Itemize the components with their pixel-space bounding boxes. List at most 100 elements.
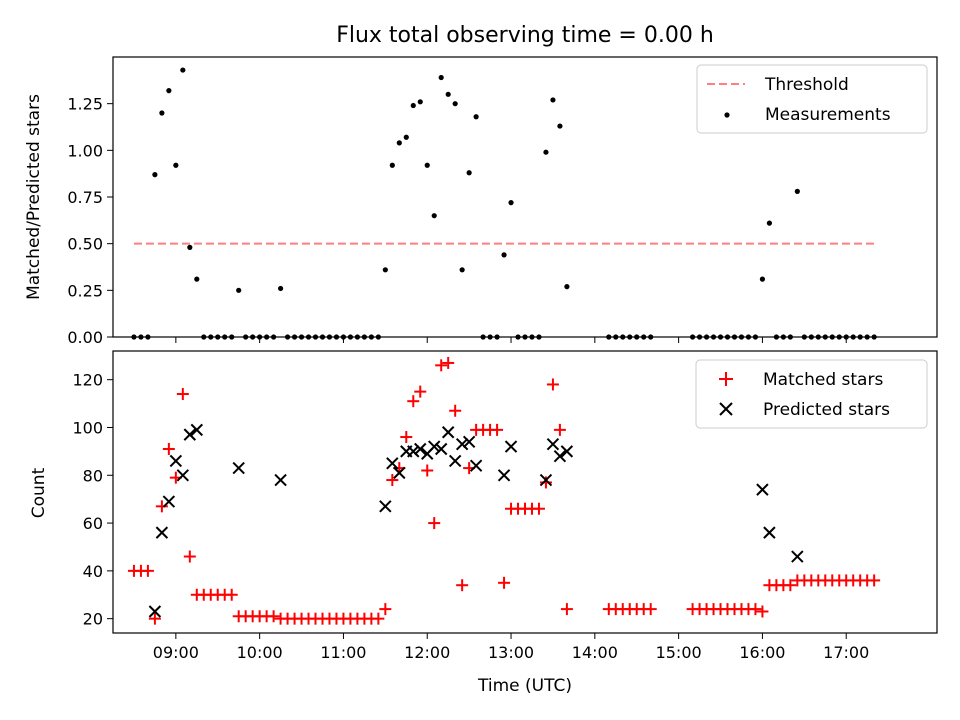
matched-star-point xyxy=(267,610,280,623)
matched-star-point xyxy=(553,423,566,436)
matched-star-point xyxy=(456,579,469,592)
matched-stars-points xyxy=(127,356,881,625)
predicted-star-point xyxy=(169,454,183,468)
matched-star-point xyxy=(428,517,441,530)
legend-measurements-label: Measurements xyxy=(765,105,891,125)
measurement-point xyxy=(696,334,703,340)
measurement-point xyxy=(291,334,298,340)
matched-star-point xyxy=(442,356,455,369)
measurement-point xyxy=(215,334,221,340)
measurement-point xyxy=(173,162,179,168)
measurement-point xyxy=(396,140,402,146)
x-tick-label: 14:00 xyxy=(572,643,618,662)
predicted-star-point xyxy=(448,454,462,468)
matched-star-point xyxy=(498,576,511,589)
predicted-star-point xyxy=(455,437,469,451)
matched-star-point xyxy=(379,603,392,616)
measurement-point xyxy=(229,334,235,340)
predicted-star-point xyxy=(155,526,169,539)
ratio-y-axis-label: Matched/Predicted stars xyxy=(24,94,44,300)
measurement-point xyxy=(613,334,619,340)
measurement-point xyxy=(305,334,312,340)
predicted-star-point xyxy=(560,445,574,458)
matched-star-point xyxy=(784,579,797,592)
measurement-point xyxy=(738,334,745,340)
measurement-point xyxy=(780,334,786,340)
count-plot-frame xyxy=(112,350,938,634)
matched-star-point xyxy=(644,603,657,616)
matched-star-point xyxy=(141,564,154,577)
measurement-point xyxy=(634,334,640,340)
measurement-point xyxy=(550,97,556,103)
matched-star-point xyxy=(183,550,196,563)
predicted-star-point xyxy=(546,437,560,451)
measurement-point xyxy=(731,334,738,340)
measurement-point xyxy=(773,334,779,340)
measurement-point xyxy=(368,334,374,340)
x-tick-label: 17:00 xyxy=(823,643,869,662)
x-axis-label: Time (UTC) xyxy=(477,676,572,696)
measurement-point xyxy=(201,334,207,340)
matched-star-point xyxy=(539,476,552,489)
measurement-point xyxy=(459,267,465,273)
predicted-star-point xyxy=(148,605,162,618)
measurement-point xyxy=(452,101,458,107)
matched-star-point xyxy=(435,359,448,372)
measurement-point xyxy=(333,334,340,340)
measurement-point xyxy=(166,88,172,94)
measurement-point xyxy=(180,67,186,73)
measurement-point xyxy=(717,334,724,340)
measurement-point xyxy=(808,334,814,340)
x-tick-label: 13:00 xyxy=(488,643,534,662)
measurement-point xyxy=(319,334,326,340)
measurement-point xyxy=(298,334,305,340)
measurement-point xyxy=(703,334,710,340)
measurement-point xyxy=(836,334,842,340)
measurement-point xyxy=(480,334,486,340)
measurement-point xyxy=(284,334,291,340)
measurement-point xyxy=(759,276,766,282)
measurement-point xyxy=(843,334,849,340)
measurement-point xyxy=(689,334,696,340)
count-y-axis-label: Count xyxy=(29,467,49,518)
ratio-plot: 0.00 0.25 0.50 0.75 1.00 1.25 Matched/Predict… xyxy=(24,56,938,347)
count-y-tick-label: 20 xyxy=(83,610,103,629)
measurement-point xyxy=(850,334,856,340)
matched-star-point xyxy=(560,603,573,616)
count-y-axis: 20 40 60 80 100 120 xyxy=(72,371,113,629)
measurement-point xyxy=(557,123,563,129)
measurement-point xyxy=(620,334,626,340)
measurement-point xyxy=(131,334,137,340)
matched-star-point xyxy=(386,474,399,487)
measurement-point xyxy=(864,334,870,340)
measurement-point xyxy=(787,334,793,340)
legend-predicted-label: Predicted stars xyxy=(763,400,890,420)
count-y-tick-label: 80 xyxy=(83,466,103,485)
count-plot: 20 40 60 80 100 120 09:00 10:00 11:00 12:00 13:00… xyxy=(29,350,938,696)
measurement-point xyxy=(487,334,493,340)
predicted-star-point xyxy=(183,428,197,441)
measurement-point xyxy=(515,334,521,340)
measurement-point xyxy=(277,285,284,292)
predicted-star-point xyxy=(791,550,804,563)
legend-predicted-swatch xyxy=(719,402,733,416)
matched-star-point xyxy=(407,395,420,408)
x-tick-label: 15:00 xyxy=(656,643,702,662)
measurement-point xyxy=(417,99,423,105)
predicted-star-point xyxy=(756,483,769,496)
ratio-y-tick-label: 0.25 xyxy=(67,281,103,300)
predicted-stars-points xyxy=(148,423,804,618)
predicted-star-point xyxy=(434,442,448,456)
ratio-y-axis: 0.00 0.25 0.50 0.75 1.00 1.25 xyxy=(67,95,113,347)
count-legend: Matched stars Predicted stars xyxy=(695,359,928,429)
measurement-point xyxy=(494,334,500,340)
predicted-star-point xyxy=(441,426,455,439)
predicted-star-point xyxy=(414,442,427,456)
measurement-point xyxy=(529,334,535,340)
measurement-point xyxy=(501,252,507,258)
measurement-point xyxy=(801,334,807,340)
measurement-point xyxy=(271,334,277,340)
predicted-star-point xyxy=(393,466,406,480)
predicted-star-point xyxy=(504,440,518,453)
measurement-point xyxy=(466,170,472,176)
